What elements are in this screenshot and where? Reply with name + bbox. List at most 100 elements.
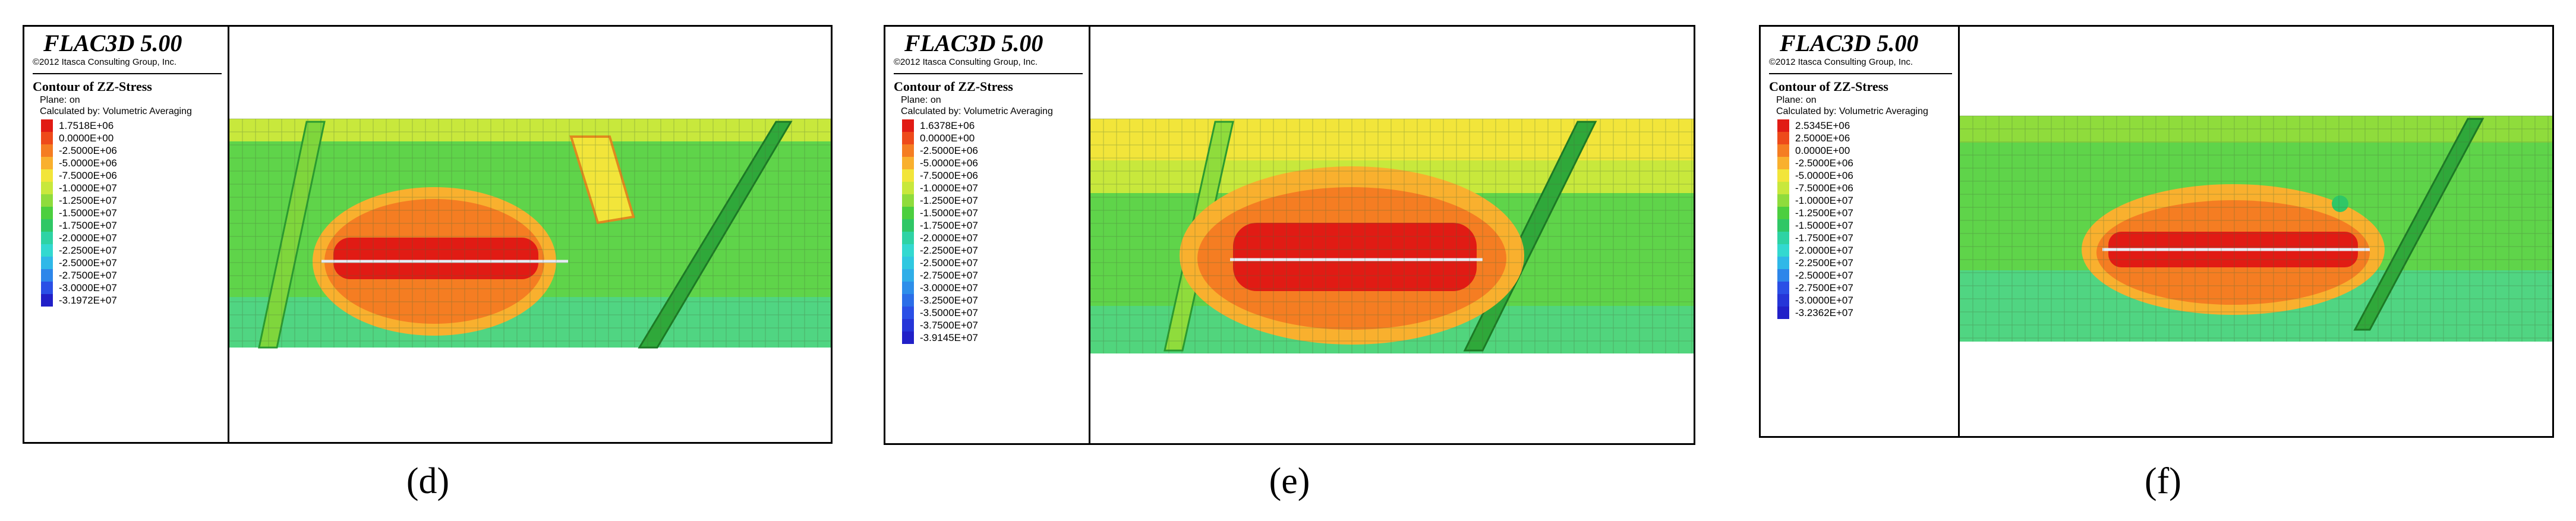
panel-d: FLAC3D 5.00 ©2012 Itasca Consulting Grou… (23, 25, 833, 444)
legend-swatch (902, 219, 914, 232)
top-green-band (1960, 116, 2552, 143)
legend-swatch (1777, 132, 1789, 144)
legend-entry: -2.7500E+07 (902, 269, 1089, 282)
legend-label: -3.0000E+07 (59, 282, 117, 293)
legend-entry: -7.5000E+06 (41, 169, 228, 182)
legend-swatch (1777, 194, 1789, 207)
legend-entry: 0.0000E+00 (1777, 144, 1958, 157)
legend-entry: -5.0000E+06 (902, 157, 1089, 169)
legend-label: 2.5000E+06 (1795, 132, 1850, 144)
legend-swatch (902, 307, 914, 319)
legend-label: -3.0000E+07 (920, 282, 978, 293)
legend-label: -2.5000E+07 (59, 257, 117, 269)
calculated-by: Calculated by: Volumetric Averaging (901, 106, 1053, 116)
legend-swatch (902, 182, 914, 194)
contour-plot-e (1090, 118, 1694, 353)
legend-entry: -7.5000E+06 (1777, 182, 1958, 194)
legend-label: -2.0000E+07 (59, 232, 117, 244)
legend-label: -1.0000E+07 (59, 182, 117, 194)
legend-label: 0.0000E+00 (920, 132, 975, 144)
app-title: FLAC3D 5.00 (1780, 30, 1919, 56)
legend-label: -5.0000E+06 (1795, 170, 1853, 181)
legend-entry: -2.5000E+06 (41, 144, 228, 157)
mesh-grid (229, 118, 831, 348)
legend-entry: -3.1972E+07 (41, 294, 228, 307)
legend-label: -3.7500E+07 (920, 320, 978, 331)
legend-entry: -2.7500E+07 (1777, 282, 1958, 294)
legend-swatch (41, 157, 53, 169)
contour-view-f (1960, 27, 2552, 436)
legend-label: -2.0000E+07 (920, 232, 978, 244)
legend-label: -1.7500E+07 (1795, 232, 1853, 244)
divider (894, 73, 1083, 74)
legend-entry: 0.0000E+00 (902, 132, 1089, 144)
legend-entry: -3.5000E+07 (902, 307, 1089, 319)
legend-entry: -1.7500E+07 (902, 219, 1089, 232)
legend-entry: 1.6378E+06 (902, 119, 1089, 132)
legend-swatch (1777, 244, 1789, 257)
legend-entry: -3.2500E+07 (902, 294, 1089, 307)
stress-zone-core (1233, 223, 1477, 291)
legend-swatch (902, 194, 914, 207)
contour-plot-d (229, 118, 831, 349)
legend-entry: -7.5000E+06 (902, 169, 1089, 182)
top-yellow-band (229, 119, 831, 141)
legend-entry: -3.0000E+07 (1777, 294, 1958, 307)
legend-entry: 2.5345E+06 (1777, 119, 1958, 132)
legend-swatch (1777, 269, 1789, 282)
legend-label: -1.7500E+07 (59, 220, 117, 231)
legend-swatch (41, 232, 53, 244)
legend-entry: -1.7500E+07 (1777, 232, 1958, 244)
legend-entry: -1.0000E+07 (1777, 194, 1958, 207)
legend-swatch (41, 169, 53, 182)
legend-entry: -2.5000E+06 (902, 144, 1089, 157)
legend-swatch (902, 269, 914, 282)
legend-swatch (1777, 294, 1789, 307)
copyright-text: ©2012 Itasca Consulting Group, Inc. (894, 57, 1038, 67)
legend-entry: -1.2500E+07 (41, 194, 228, 207)
legend-entry: -1.7500E+07 (41, 219, 228, 232)
fault-zone-left (258, 121, 326, 349)
caption-d: (d) (406, 461, 450, 501)
plane-status: Plane: on (1776, 95, 1817, 105)
legend-swatch (902, 169, 914, 182)
legend-entry: -2.5000E+07 (41, 257, 228, 269)
calculated-by: Calculated by: Volumetric Averaging (1776, 106, 1928, 116)
legend-label: -3.1972E+07 (59, 295, 117, 306)
legend-swatch (902, 282, 914, 294)
contour-title: Contour of ZZ-Stress (1769, 79, 1888, 94)
legend-label: -3.2362E+07 (1795, 307, 1853, 318)
contour-plot-f (1960, 115, 2552, 342)
legend-label: -7.5000E+06 (920, 170, 978, 181)
legend-label: -2.5000E+06 (1795, 157, 1853, 169)
legend-entry: -5.0000E+06 (41, 157, 228, 169)
legend-entry: -1.2500E+07 (1777, 207, 1958, 219)
legend-swatch (902, 207, 914, 219)
legend-label: -3.0000E+07 (1795, 295, 1853, 306)
fault-zone-right (638, 121, 793, 349)
legend-label: -1.2500E+07 (920, 195, 978, 206)
legend-entry: -2.0000E+07 (1777, 244, 1958, 257)
legend-swatch (1777, 232, 1789, 244)
legend-swatch (41, 144, 53, 157)
app-title: FLAC3D 5.00 (904, 30, 1043, 56)
legend-label: -2.7500E+07 (59, 270, 117, 281)
legend-swatch (902, 132, 914, 144)
legend-label: -3.5000E+07 (920, 307, 978, 318)
legend-entry: -5.0000E+06 (1777, 169, 1958, 182)
legend-label: -1.5000E+07 (1795, 220, 1853, 231)
legend-label: -1.2500E+07 (1795, 207, 1853, 219)
color-scale: 2.5345E+06 2.5000E+06 0.0000E+00 -2.5000E+0… (1777, 119, 1958, 319)
legend-swatch (902, 232, 914, 244)
legend-label: 0.0000E+00 (59, 132, 114, 144)
legend-swatch (1777, 182, 1789, 194)
divider (1769, 73, 1952, 74)
color-scale: 1.7518E+06 0.0000E+00 -2.5000E+06 -5.0000E+… (41, 119, 228, 307)
legend-label: -2.5000E+07 (1795, 270, 1853, 281)
legend-entry: -1.5000E+07 (902, 207, 1089, 219)
legend-label: -2.0000E+07 (1795, 245, 1853, 256)
legend-swatch (902, 119, 914, 132)
legend-entry: -3.0000E+07 (41, 282, 228, 294)
panel-e: FLAC3D 5.00 ©2012 Itasca Consulting Grou… (884, 25, 1695, 445)
legend-entry: -3.9145E+07 (902, 331, 1089, 344)
